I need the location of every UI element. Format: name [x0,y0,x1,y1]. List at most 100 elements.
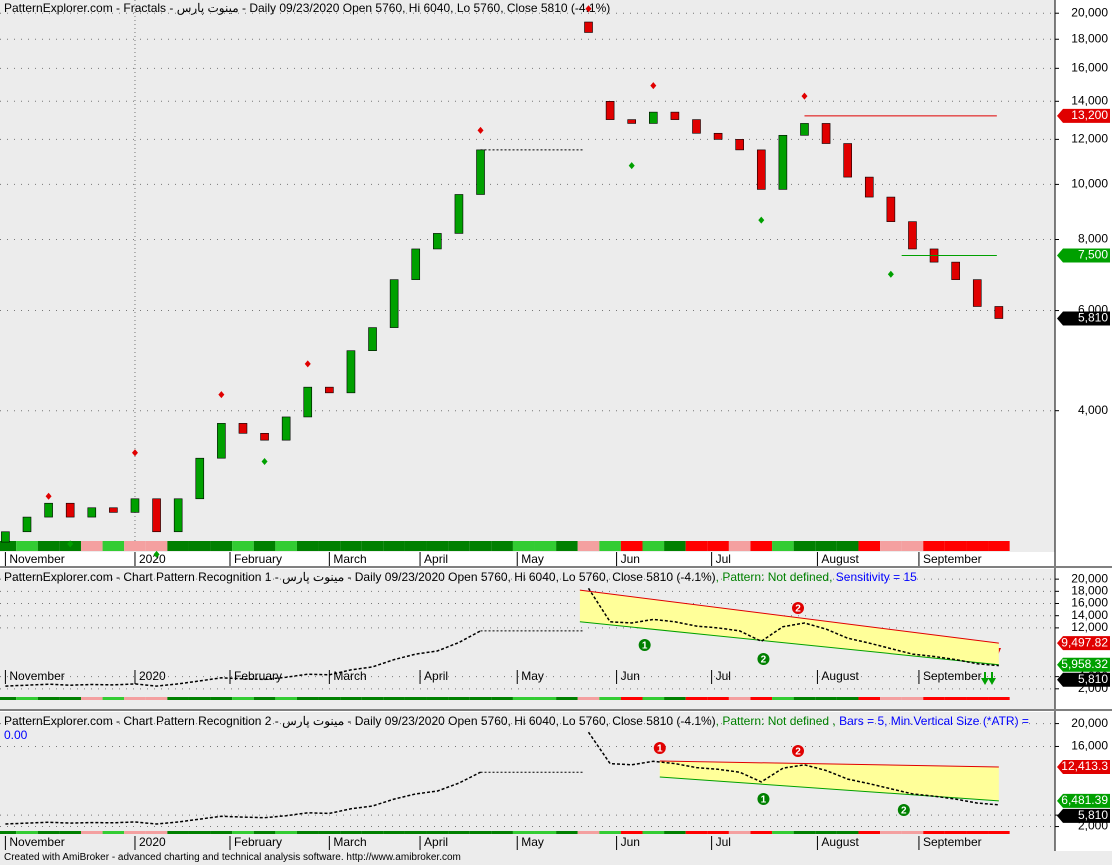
candle-body [843,143,852,178]
trend-ribbon [318,831,341,834]
x-tick-label: 2020 [139,835,166,849]
trend-ribbon [880,831,902,834]
trend-ribbon [577,541,600,551]
x-tick-label: November [9,669,64,683]
y-tick-label: 20,000 [1071,716,1108,730]
fractal-marker [801,92,808,100]
trend-ribbon [232,541,254,551]
trend-ribbon [102,831,125,834]
x-tick-label: May [521,669,544,683]
trend-ribbon [383,831,405,834]
trend-ribbon [664,541,686,551]
x-tick-label: August [821,669,859,683]
footer: Created with AmiBroker - advanced charti… [4,852,461,863]
trend-ribbon [469,831,492,834]
trend-ribbon [620,831,643,834]
trend-ribbon [124,541,146,551]
candle-body [821,123,831,144]
x-tick-label: November [9,835,64,849]
candle-body [303,386,313,418]
trend-ribbon [685,541,708,551]
fractal-marker [131,449,138,457]
candle-body [238,423,248,434]
pattern-point-label: 1 [657,744,663,755]
trend-ribbon [188,541,211,551]
fractal-marker [45,492,52,500]
candle-body [87,507,97,518]
x-tick-label: May [521,552,544,566]
value-box-label: 9,497.82 [1061,635,1108,649]
x-tick-label: Jul [716,669,731,683]
candle-body [109,507,118,513]
y-tick-label: 14,000 [1071,93,1108,107]
trend-ribbon [404,697,427,700]
candle-body [972,279,982,307]
candle-body [713,132,723,140]
trend-ribbon [750,541,773,551]
pane-separator [0,566,1112,568]
trend-ribbon [836,541,859,551]
trend-ribbon [296,697,319,700]
trend-ribbon [577,697,600,700]
trend-ribbon [361,541,384,551]
x-tick-label: April [424,669,448,683]
trend-ribbon [361,831,384,834]
x-tick-label: September [923,835,982,849]
trend-ribbon [124,831,146,834]
trend-ribbon [59,831,81,834]
trend-ribbon [793,831,816,834]
channel-fill [579,590,999,665]
trend-ribbon [210,831,233,834]
trend-ribbon [556,697,578,700]
x-tick-label: May [521,835,544,849]
candle-body [454,194,464,234]
channel-line [579,621,999,666]
trend-ribbon [469,541,492,551]
trend-ribbon [923,541,945,551]
x-tick-label: 2020 [139,552,166,566]
trend-ribbon [577,831,600,834]
trend-ribbon [664,831,686,834]
x-tick-label: March [333,552,366,566]
trend-ribbon [599,541,621,551]
trend-ribbon [512,541,535,551]
channel-fill [659,760,999,801]
y-tick-label: 20,000 [1071,571,1108,585]
trend-ribbon [188,831,211,834]
trend-ribbon [901,831,924,834]
trend-ribbon [642,541,665,551]
value-box-label: 13,200 [1071,108,1108,122]
price-line [5,731,999,825]
trend-ribbon [664,697,686,700]
trend-ribbon [102,541,125,551]
candle-body [692,119,701,134]
trend-ribbon [102,697,125,700]
value-box [1057,672,1110,687]
trend-ribbon [0,831,17,834]
y-tick-label: 8,000 [1078,232,1108,246]
x-tick-label: August [821,835,859,849]
trend-ribbon [37,697,60,700]
trend-ribbon [167,541,189,551]
trend-ribbon [80,541,103,551]
pattern-point-label: 2 [761,655,767,666]
trend-ribbon [210,697,233,700]
pattern-point [791,744,804,757]
y-tick-label: 4,000 [1078,403,1108,417]
title: PatternExplorer.com - Chart Pattern Reco… [4,714,716,728]
trend-ribbon [988,541,1010,551]
trend-ribbon [0,541,17,551]
x-tick-label: Jul [716,552,731,566]
trend-ribbon [80,697,103,700]
trend-ribbon [534,697,557,700]
trend-ribbon [16,697,38,700]
pattern-point-label: 2 [901,806,907,817]
fractal-marker [304,360,311,368]
pane-title: PatternExplorer.com - Fractals - مینوت پ… [4,1,1044,15]
candle-body [389,279,399,328]
pattern-point [897,803,910,816]
x-tick-label: April [424,835,448,849]
candle-body [886,196,896,222]
candle-body [325,386,334,394]
